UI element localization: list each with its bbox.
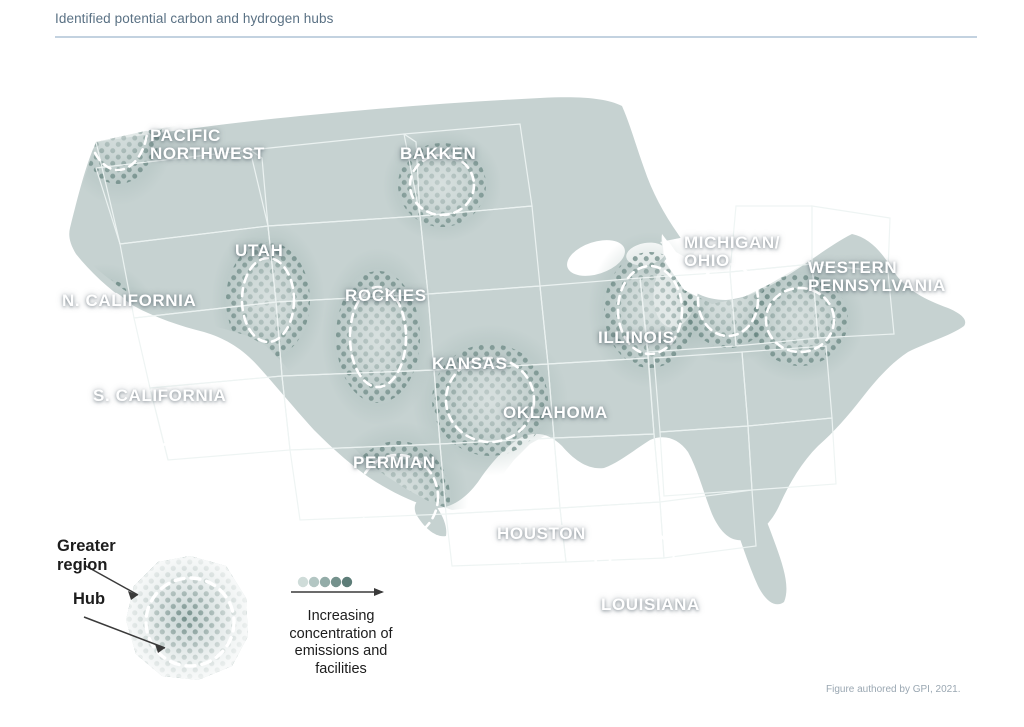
state-borders — [95, 123, 895, 567]
hub-outline — [408, 153, 476, 217]
us-hub-map — [0, 46, 1024, 646]
legend-caption-line-2: concentration of — [289, 625, 393, 642]
legend-caption-line-4: facilities — [315, 661, 367, 678]
florida — [728, 484, 787, 605]
hub-outline — [356, 453, 440, 541]
legend-greater-region-label: Greater region — [57, 537, 116, 574]
hex-edge-fade — [334, 268, 422, 406]
legend-hub-label: Hub — [73, 590, 106, 608]
baja-notch — [114, 468, 149, 510]
gulf-notch — [606, 499, 656, 527]
hub-outline — [518, 524, 598, 608]
hub-outline — [348, 285, 408, 389]
figure-header: Identified potential carbon and hydrogen… — [55, 11, 975, 26]
hub-outline — [608, 528, 676, 596]
legend-gradient-caption: Increasing concentration of emissions and f… — [265, 608, 417, 679]
hub-outline — [764, 286, 836, 354]
title-divider — [55, 36, 977, 38]
hex-edge-fade — [224, 239, 312, 361]
hub-outline — [444, 356, 536, 444]
hub-outline — [118, 388, 178, 452]
map-land — [69, 97, 966, 605]
hub-outline — [696, 262, 760, 338]
texas-tip — [414, 497, 447, 537]
hub-outline — [616, 264, 684, 356]
figure-credit: Figure authored by GPI, 2021. — [826, 684, 961, 695]
land-silhouette — [69, 97, 966, 541]
legend-caption-line-1: Increasing — [307, 608, 375, 624]
hub-outline — [86, 72, 150, 172]
hub-outlines — [74, 72, 836, 608]
legend-caption-line-3: emissions and — [294, 643, 388, 660]
hex-edge-fade — [750, 272, 850, 368]
page-title: Identified potential carbon and hydrogen… — [55, 11, 334, 26]
hub-outline — [240, 256, 296, 344]
hub-outline — [74, 289, 134, 357]
